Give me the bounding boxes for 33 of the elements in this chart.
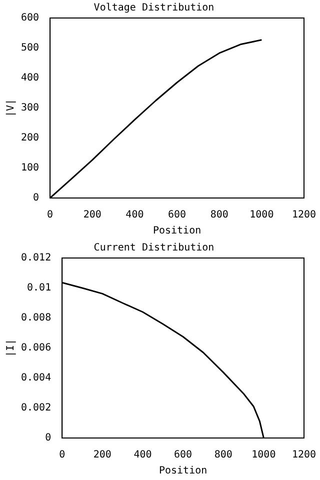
x-axis-title: Position — [158, 466, 208, 477]
y-tick-label: 0.004 — [20, 372, 52, 384]
y-tick-label: 0.002 — [20, 402, 52, 414]
y-tick-label: 100 — [21, 162, 40, 174]
y-tick-label: 600 — [21, 12, 40, 24]
y-tick-label: 300 — [21, 102, 40, 114]
y-tick-label: 0.008 — [20, 312, 52, 324]
y-tick-label: 0.012 — [20, 252, 52, 264]
y-axis-title: |V| — [6, 98, 17, 118]
y-tick-label: 0.01 — [27, 282, 52, 294]
x-axis-title: Position — [152, 226, 202, 237]
chart-title: Current Distribution — [94, 242, 214, 254]
x-tick-label: 1000 — [252, 450, 276, 461]
x-tick-label: 1200 — [292, 450, 316, 461]
y-tick-label: 0.006 — [20, 342, 52, 354]
y-tick-label: 0 — [45, 432, 52, 444]
y-tick-label: 400 — [21, 72, 40, 84]
y-tick-label: 0 — [33, 192, 40, 204]
y-axis-title: |I| — [6, 338, 17, 358]
x-tick-label: 400 — [134, 450, 152, 461]
y-tick-label: 200 — [21, 132, 40, 144]
x-tick-label: 800 — [214, 450, 232, 461]
y-tick-label: 500 — [21, 42, 40, 54]
x-tick-label: 1000 — [250, 210, 274, 221]
chart-title: Voltage Distribution — [94, 2, 214, 14]
x-tick-label: 400 — [126, 210, 144, 221]
x-tick-label: 800 — [210, 210, 228, 221]
x-tick-label: 600 — [174, 450, 192, 461]
x-tick-label: 200 — [83, 210, 102, 221]
x-tick-label: 0 — [59, 450, 66, 461]
x-tick-label: 200 — [93, 450, 112, 461]
x-tick-label: 600 — [168, 210, 186, 221]
x-tick-label: 1200 — [292, 210, 316, 221]
